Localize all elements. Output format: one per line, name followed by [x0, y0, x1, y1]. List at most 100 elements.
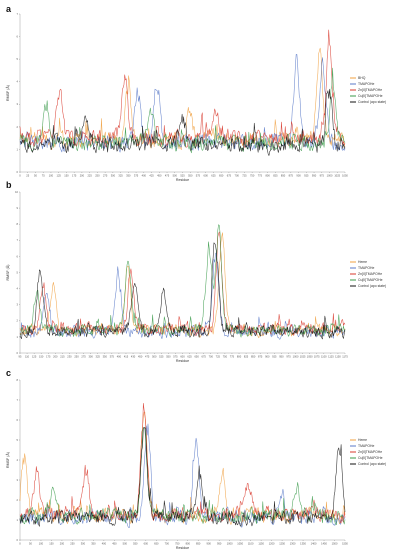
x-tick-label: 325: [118, 174, 123, 178]
x-tick-label: 225: [87, 174, 92, 178]
x-tick-label: 250: [74, 355, 79, 359]
x-tick-label: 950: [312, 174, 317, 178]
legend: BHQ TMAPOHe Zn[II]TMAPOHe Cu[II]TMAPOHe Cont…: [350, 76, 386, 104]
x-tick-label: 725: [216, 355, 221, 359]
x-tick-label: 275: [103, 174, 108, 178]
x-tick-label: 1500: [332, 542, 338, 546]
x-tick-label: 1050: [342, 174, 348, 178]
x-tick-label: 1075: [314, 355, 320, 359]
legend-label: Control (apo state): [358, 462, 386, 466]
x-tick-label: 900: [265, 355, 270, 359]
legend-label: BHQ: [358, 76, 366, 80]
x-tick-label: 215: [60, 355, 65, 359]
x-tick-label: 300: [88, 355, 93, 359]
x-tick-label: 700: [165, 542, 170, 546]
x-tick-label: 500: [152, 355, 157, 359]
x-tick-label: 750: [175, 542, 180, 546]
panel-letter: a: [6, 4, 12, 14]
x-tick-label: 300: [111, 174, 116, 178]
x-tick-label: 50: [29, 542, 32, 546]
x-tick-label: 600: [204, 174, 209, 178]
legend-label: Zn[II]TMAPOHe: [358, 450, 382, 454]
x-tick-label: 230: [67, 355, 72, 359]
x-tick-label: 430: [131, 355, 136, 359]
x-tick-label: 475: [145, 355, 150, 359]
y-tick-label: 4: [17, 287, 19, 291]
x-tick-label: 200: [53, 355, 58, 359]
x-tick-label: 725: [242, 174, 247, 178]
legend-label: TMAPOHe: [358, 82, 375, 86]
x-tick-label: 650: [194, 355, 199, 359]
series-line-zn-ii-tmapohe: [19, 403, 346, 524]
legend-label: TMAPOHe: [358, 444, 375, 448]
x-axis-title: Residue: [176, 546, 189, 550]
x-tick-label: 1300: [290, 542, 296, 546]
x-tick-label: 150: [49, 542, 54, 546]
series-line-control-apo-state-: [19, 88, 346, 156]
legend-label: Cu[II]TMAPOHe: [358, 278, 383, 282]
panel-b: b 0 1 2 3 4 5 6 7 8 9 10 RMSF (Å) 95 110 125 150 175 200 21…: [5, 180, 386, 363]
x-tick-label: 700: [209, 355, 214, 359]
x-tick-label: 150: [64, 174, 69, 178]
x-tick-label: 1100: [321, 355, 327, 359]
series-line-control-apo-state-: [19, 242, 346, 340]
x-tick-label: 325: [96, 355, 101, 359]
x-tick-label: 1000: [327, 174, 333, 178]
x-tick-label: 600: [180, 355, 185, 359]
x-tick-label: 600: [144, 542, 149, 546]
x-tick-label: 850: [196, 542, 201, 546]
series-line-cu-ii-tmapohe: [19, 224, 346, 338]
x-tick-label: 450: [157, 174, 162, 178]
x-tick-label: 375: [134, 174, 139, 178]
y-tick-label: 7: [17, 12, 19, 16]
x-tick-label: 95: [19, 355, 22, 359]
x-tick-label: 275: [81, 355, 86, 359]
x-tick-label: 550: [133, 542, 138, 546]
x-tick-label: 875: [289, 174, 294, 178]
x-tick-label: 350: [126, 174, 131, 178]
x-tick-label: 1175: [342, 355, 348, 359]
x-tick-label: 250: [70, 542, 75, 546]
x-tick-label: 125: [57, 174, 62, 178]
x-tick-label: 1550: [342, 542, 348, 546]
x-tick-label: 300: [81, 542, 86, 546]
legend-label: Control (apo state): [358, 100, 386, 104]
x-tick-label: 500: [123, 542, 128, 546]
y-tick-label: 8: [17, 378, 19, 382]
x-tick-label: 900: [296, 174, 301, 178]
legend-label: Heme: [358, 438, 367, 442]
x-tick-label: 525: [180, 174, 185, 178]
x-tick-label: 775: [258, 174, 263, 178]
x-tick-label: 425: [149, 174, 154, 178]
y-axis-title: RMSF (Å): [5, 265, 10, 281]
x-tick-label: 800: [186, 542, 191, 546]
x-tick-label: 75: [42, 174, 45, 178]
x-tick-label: 975: [286, 355, 291, 359]
x-tick-label: 350: [103, 355, 108, 359]
x-tick-label: 550: [166, 355, 171, 359]
x-tick-label: 800: [237, 355, 242, 359]
x-tick-label: 375: [110, 355, 115, 359]
y-tick-label: 5: [17, 270, 19, 274]
x-tick-label: 525: [159, 355, 164, 359]
x-tick-label: 1150: [335, 355, 341, 359]
x-tick-label: 575: [196, 174, 201, 178]
panel-letter: b: [6, 180, 12, 190]
x-tick-label: 415: [124, 355, 129, 359]
x-tick-label: 650: [154, 542, 159, 546]
x-tick-label: 1050: [307, 355, 313, 359]
y-tick-label: 9: [17, 206, 19, 210]
x-tick-label: 675: [227, 174, 232, 178]
legend: Heme TMAPOHe Zn[II]TMAPOHe Cu[II]TMAPOHe Con…: [350, 260, 386, 288]
x-tick-label: 200: [60, 542, 65, 546]
y-tick-label: 1: [17, 147, 19, 151]
y-tick-label: 1: [17, 335, 19, 339]
y-tick-label: 2: [17, 498, 19, 502]
x-tick-label: 250: [95, 174, 100, 178]
y-tick-label: 1: [17, 518, 19, 522]
x-tick-label: 550: [188, 174, 193, 178]
legend-label: Zn[II]TMAPOHe: [358, 272, 382, 276]
x-tick-label: 175: [72, 174, 77, 178]
x-tick-label: 1200: [269, 542, 275, 546]
